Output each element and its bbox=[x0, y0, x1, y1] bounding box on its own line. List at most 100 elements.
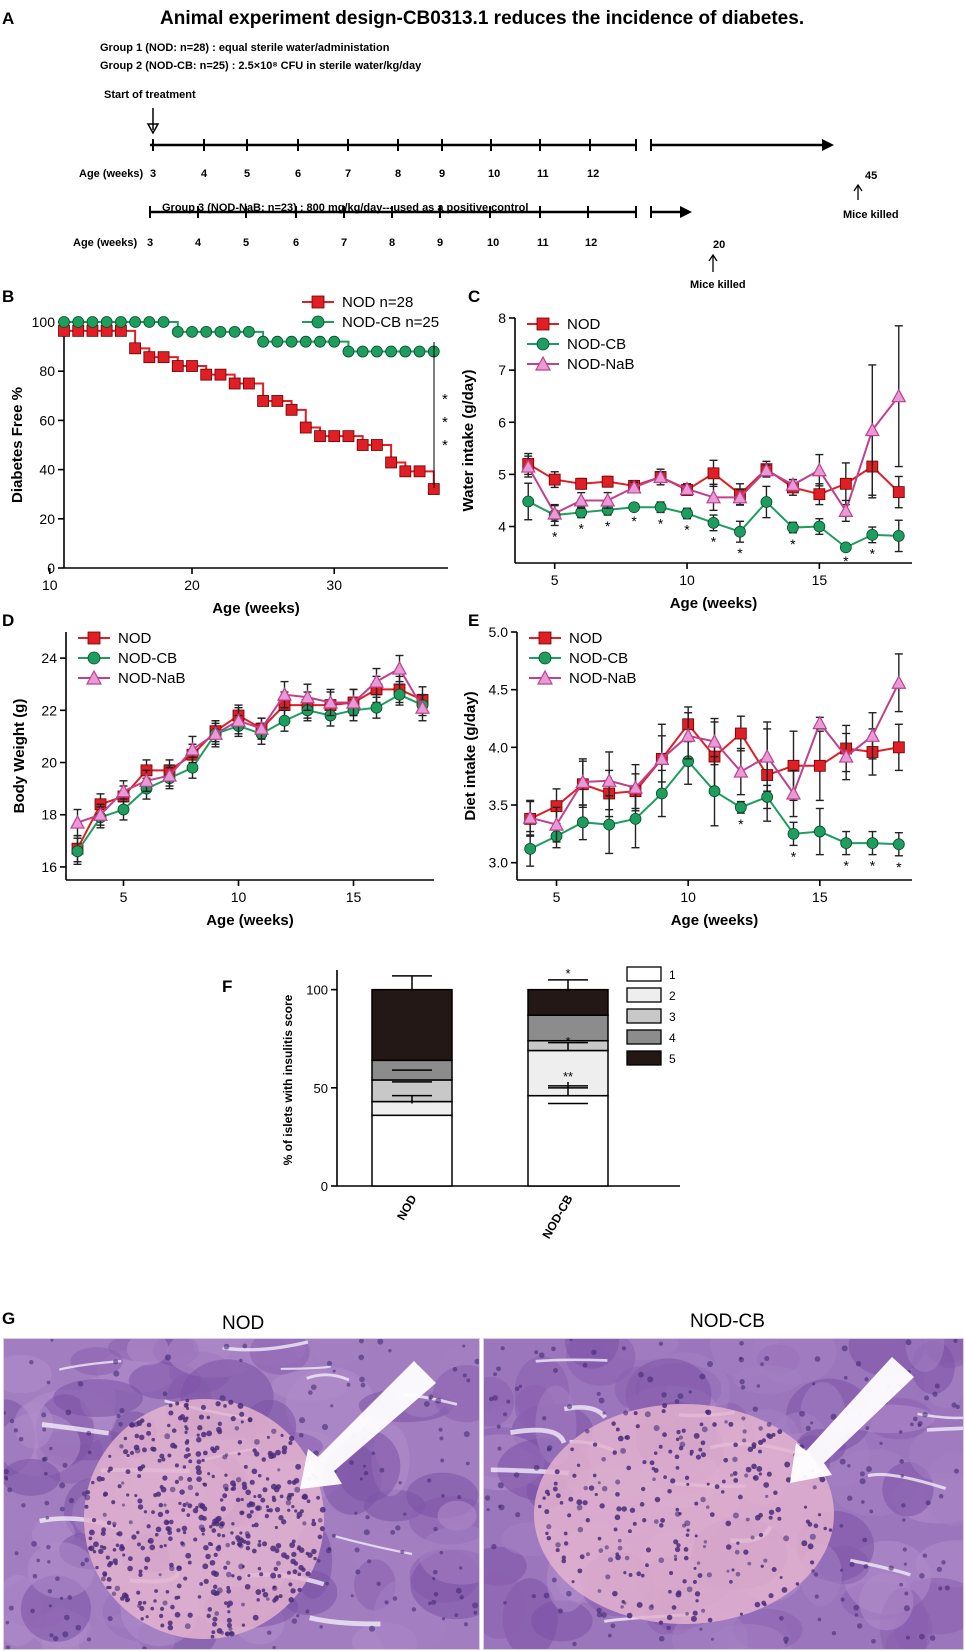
cell-nucleus bbox=[738, 1356, 745, 1363]
cell-nucleus bbox=[537, 1504, 542, 1509]
data-point-circle bbox=[681, 507, 693, 520]
cell-nucleus bbox=[253, 1522, 259, 1528]
cell-nucleus bbox=[552, 1486, 558, 1492]
significance-marker: * bbox=[658, 515, 664, 531]
cell-nucleus bbox=[869, 1509, 874, 1514]
cell-nucleus bbox=[296, 1511, 303, 1518]
legend-swatch bbox=[626, 1050, 662, 1066]
cell-nucleus bbox=[732, 1456, 738, 1463]
cell-nucleus bbox=[388, 1349, 392, 1353]
cell-nucleus bbox=[109, 1561, 114, 1566]
cell-nucleus bbox=[262, 1541, 268, 1547]
data-point-circle bbox=[813, 520, 826, 533]
cell-nucleus bbox=[710, 1637, 714, 1641]
group2-text: Group 2 (NOD-CB: n=25) : 2.5×10⁸ CFU in … bbox=[100, 60, 422, 72]
cell-nucleus bbox=[598, 1548, 604, 1553]
cell-nucleus bbox=[785, 1477, 792, 1483]
cell-nucleus bbox=[42, 1456, 48, 1462]
cell-nucleus bbox=[684, 1475, 690, 1480]
cell-nucleus bbox=[879, 1441, 883, 1446]
data-point-circle bbox=[257, 335, 270, 348]
cell-nucleus bbox=[518, 1384, 523, 1389]
cell-nucleus bbox=[133, 1421, 140, 1428]
cell-nucleus bbox=[675, 1437, 680, 1442]
cell-nucleus bbox=[210, 1634, 215, 1639]
cell-nucleus bbox=[165, 1589, 170, 1594]
cell-nucleus bbox=[615, 1479, 621, 1485]
cell-nucleus bbox=[197, 1425, 203, 1431]
cell-nucleus bbox=[287, 1479, 292, 1485]
y-tick-label: 5.0 bbox=[489, 624, 509, 640]
data-point-triangle bbox=[520, 458, 536, 473]
cell-nucleus bbox=[457, 1495, 462, 1500]
cell-nucleus bbox=[275, 1542, 282, 1549]
cell-nucleus bbox=[88, 1536, 93, 1541]
cell-nucleus bbox=[295, 1463, 302, 1470]
cell-nucleus bbox=[362, 1464, 367, 1468]
data-point-triangle bbox=[92, 806, 109, 821]
cell-nucleus bbox=[131, 1534, 137, 1540]
cell-nucleus bbox=[103, 1492, 107, 1497]
cell-nucleus bbox=[123, 1436, 128, 1441]
cell-nucleus bbox=[566, 1403, 573, 1410]
cell-nucleus bbox=[196, 1476, 202, 1482]
data-point-square bbox=[271, 395, 284, 407]
cell-nucleus bbox=[924, 1395, 930, 1401]
cell-nucleus bbox=[134, 1494, 138, 1498]
y-tick-label: 3.5 bbox=[489, 797, 509, 813]
legend-swatch bbox=[626, 1029, 662, 1045]
cell-nucleus bbox=[242, 1484, 248, 1491]
cell-nucleus bbox=[626, 1465, 632, 1471]
cell-nucleus bbox=[614, 1514, 621, 1521]
cell-nucleus bbox=[493, 1372, 497, 1377]
cell-nucleus bbox=[307, 1552, 313, 1558]
y-tick-label: 4.0 bbox=[489, 739, 509, 755]
cell-nucleus bbox=[592, 1473, 597, 1478]
cell-nucleus bbox=[159, 1544, 163, 1549]
cell-nucleus bbox=[168, 1410, 174, 1416]
cell-nucleus bbox=[305, 1609, 310, 1614]
data-point-triangle bbox=[322, 694, 339, 709]
tissue-gap bbox=[850, 1558, 911, 1577]
cell-nucleus bbox=[136, 1530, 140, 1535]
cell-nucleus bbox=[170, 1604, 175, 1610]
age-tick-label: 9 bbox=[437, 237, 443, 249]
cell-nucleus bbox=[202, 1450, 208, 1456]
cell-nucleus bbox=[696, 1561, 701, 1565]
tissue-cell bbox=[859, 1573, 914, 1631]
data-point-square bbox=[228, 377, 241, 390]
cell-nucleus bbox=[214, 1611, 220, 1616]
cell-nucleus bbox=[141, 1646, 147, 1649]
cell-nucleus bbox=[163, 1503, 167, 1507]
data-point-circle bbox=[813, 825, 826, 838]
tissue-cell bbox=[530, 1600, 593, 1642]
cell-nucleus bbox=[601, 1457, 606, 1462]
cell-nucleus bbox=[636, 1601, 643, 1608]
tissue-gap bbox=[867, 1472, 947, 1490]
cell-nucleus bbox=[359, 1477, 363, 1481]
y-tick-label: 100 bbox=[306, 983, 328, 998]
cell-nucleus bbox=[355, 1569, 361, 1575]
tissue-gap bbox=[926, 1426, 963, 1432]
cell-nucleus bbox=[673, 1539, 679, 1545]
cell-nucleus bbox=[298, 1432, 304, 1438]
data-point-circle bbox=[271, 335, 284, 348]
data-point-square bbox=[285, 403, 298, 416]
cell-nucleus bbox=[257, 1566, 262, 1571]
data-point-square bbox=[399, 465, 412, 478]
mice-killed-1: Mice killed bbox=[843, 209, 899, 221]
cell-nucleus bbox=[497, 1482, 504, 1489]
cell-nucleus bbox=[128, 1520, 133, 1525]
tissue-cell bbox=[70, 1347, 124, 1376]
data-point-circle bbox=[385, 345, 398, 358]
cell-nucleus bbox=[159, 1606, 165, 1611]
cell-nucleus bbox=[783, 1636, 789, 1643]
cell-nucleus bbox=[111, 1591, 117, 1597]
cell-nucleus bbox=[134, 1447, 141, 1454]
significance-marker: * bbox=[870, 546, 876, 562]
data-point-square bbox=[892, 741, 905, 754]
legend-label: NOD n=28 bbox=[342, 294, 413, 311]
cell-nucleus bbox=[281, 1519, 287, 1525]
cell-nucleus bbox=[317, 1518, 323, 1523]
cell-nucleus bbox=[265, 1505, 270, 1509]
